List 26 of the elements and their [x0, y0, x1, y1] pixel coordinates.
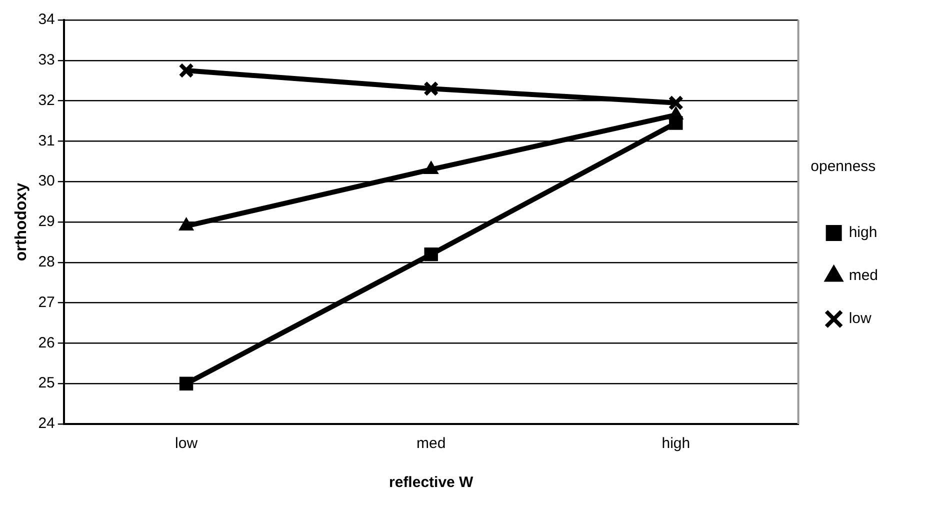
point — [668, 95, 684, 110]
y-tick-label: 28 — [38, 254, 55, 271]
y-tick-label: 32 — [38, 92, 55, 109]
y-tick-label: 30 — [38, 172, 55, 190]
x-tick-label: low — [175, 435, 198, 452]
x-tick-label: high — [662, 435, 690, 452]
y-axis-title: orthodoxy — [13, 182, 30, 262]
point — [424, 247, 438, 262]
y-tick-label: 24 — [38, 415, 55, 432]
y-tick-label: 25 — [38, 374, 55, 392]
y-tick-label: 27 — [38, 294, 55, 311]
legend-label: low — [848, 310, 872, 328]
legend-label: med — [848, 267, 878, 284]
x-tick-label: med — [416, 435, 446, 452]
point — [178, 62, 194, 78]
y-tick-label: 31 — [38, 132, 55, 150]
y-tick-label: 29 — [38, 213, 55, 230]
point — [179, 376, 194, 390]
y-tick-label: 26 — [38, 334, 55, 352]
legend-title: openness — [810, 158, 876, 176]
point — [423, 81, 439, 96]
legend-label: high — [848, 224, 878, 242]
y-tick-label: 33 — [38, 52, 55, 69]
x-axis-title: reflective W — [389, 474, 474, 492]
point — [669, 116, 683, 130]
y-tick-label: 34 — [38, 11, 55, 28]
